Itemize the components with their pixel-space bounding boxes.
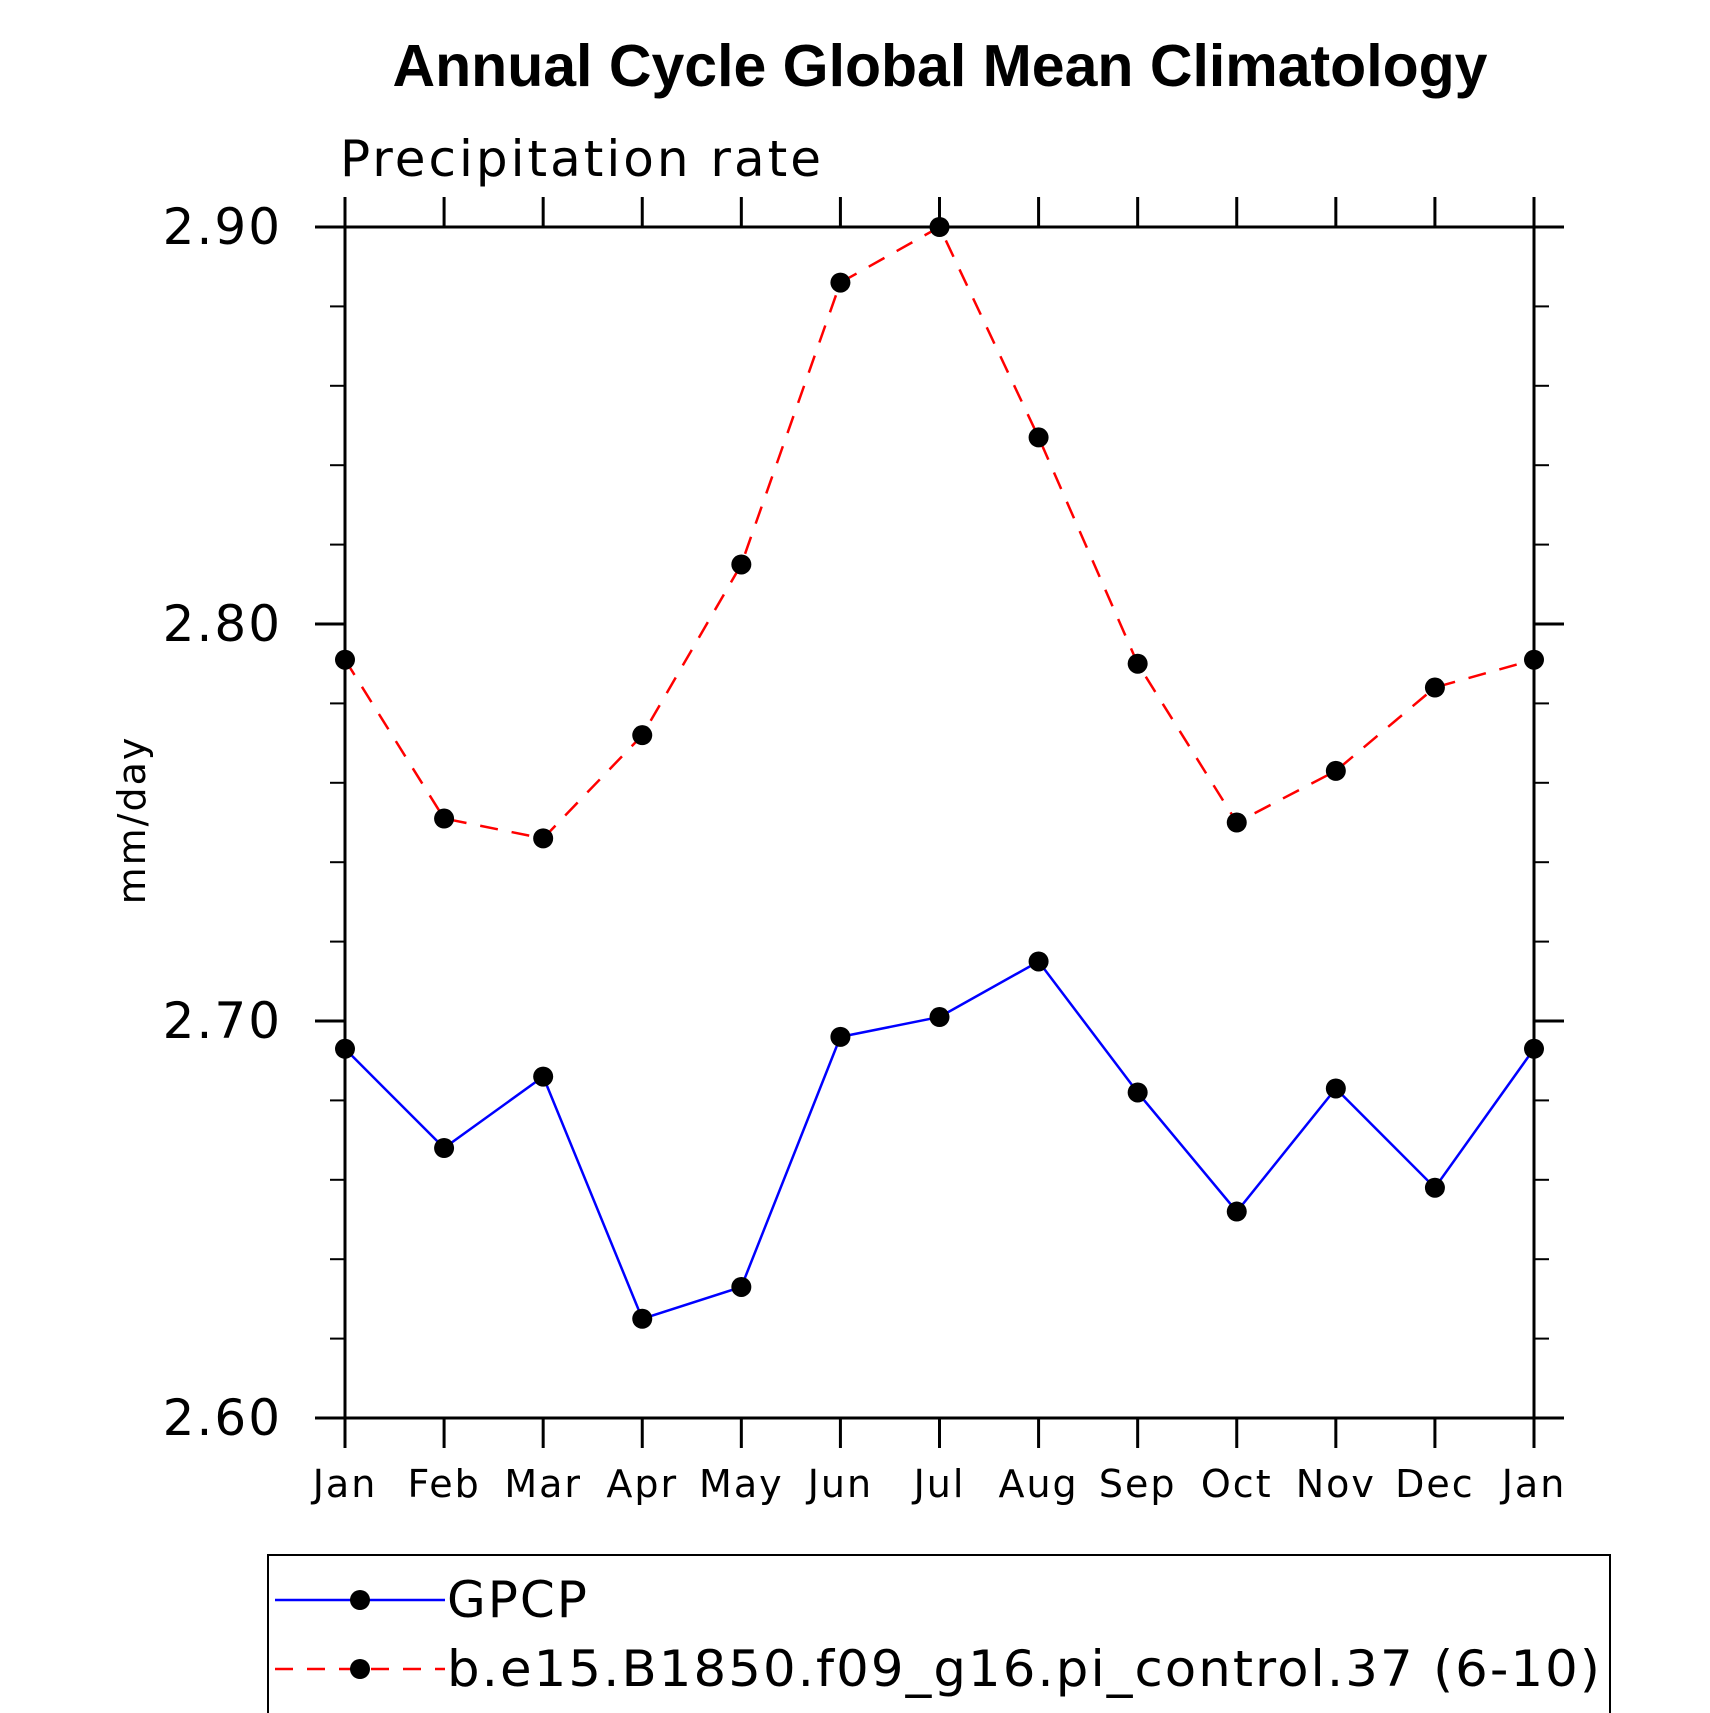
y-tick-label: 2.70 <box>163 992 282 1050</box>
x-tick-label: Feb <box>407 1462 480 1506</box>
series-0 <box>335 951 1544 1329</box>
data-point <box>1127 1082 1148 1103</box>
y-tick-label: 2.60 <box>163 1389 282 1447</box>
data-point <box>1028 951 1049 972</box>
data-point <box>533 1066 554 1087</box>
legend-frame <box>267 1554 1611 1713</box>
data-point <box>929 217 950 237</box>
x-tick-label: Jan <box>311 1462 378 1506</box>
data-point <box>1325 760 1346 781</box>
y-tick-label: 2.80 <box>163 595 282 653</box>
data-point <box>830 272 851 293</box>
data-point <box>434 1138 455 1159</box>
x-tick-label: Mar <box>504 1462 582 1506</box>
legend-label-model: b.e15.B1850.f09_g16.pi_control.37 (6-10) <box>447 1640 1602 1698</box>
x-tick-label: Dec <box>1395 1462 1475 1506</box>
y-tick-labels: 2.60 2.70 2.80 2.90 <box>163 198 282 1447</box>
data-point <box>830 1026 851 1047</box>
data-point <box>731 1276 752 1297</box>
legend: GPCP b.e15.B1850.f09_g16.pi_control.37 (… <box>267 1554 1611 1713</box>
legend-marker-gpcp <box>350 1590 370 1610</box>
data-point <box>1325 1078 1346 1099</box>
data-point <box>632 725 653 746</box>
data-point <box>1524 1038 1544 1059</box>
data-point <box>434 808 455 829</box>
y-tick-label: 2.90 <box>163 198 282 256</box>
data-point <box>1226 812 1247 833</box>
x-tick-label: Nov <box>1296 1462 1376 1506</box>
x-tick-labels: Jan Feb Mar Apr May Jun Jul Aug Sep Oct Nov Dec Jan <box>311 1462 1567 1506</box>
x-tick-label: Jul <box>912 1462 966 1506</box>
legend-label-gpcp: GPCP <box>447 1571 589 1629</box>
x-tick-label: Sep <box>1099 1462 1177 1506</box>
data-point <box>1424 1177 1445 1198</box>
x-tick-label: Jun <box>806 1462 873 1506</box>
x-tick-label: May <box>699 1462 784 1506</box>
y-axis-label: mm/day <box>110 736 154 905</box>
data-point <box>533 828 554 849</box>
series-line <box>343 225 1535 840</box>
series-group <box>335 217 1544 1329</box>
x-tick-label: Oct <box>1201 1462 1273 1506</box>
x-tick-label: Apr <box>606 1462 678 1506</box>
axis-ticks <box>315 197 1564 1448</box>
data-point <box>1127 653 1148 674</box>
chart-subtitle: Precipitation rate <box>340 130 824 188</box>
data-point <box>929 1007 950 1028</box>
data-point <box>1424 677 1445 698</box>
data-point <box>1524 649 1544 670</box>
chart-title: Annual Cycle Global Mean Climatology <box>393 33 1488 99</box>
data-point <box>335 1038 355 1059</box>
data-point <box>1028 427 1049 448</box>
x-tick-label: Jan <box>1500 1462 1567 1506</box>
data-point <box>731 554 752 575</box>
legend-marker-model <box>350 1659 370 1679</box>
series-1 <box>335 217 1544 849</box>
data-point <box>632 1308 653 1329</box>
plot-frame <box>343 225 1536 1420</box>
x-tick-label: Aug <box>998 1462 1078 1506</box>
data-point <box>335 649 355 670</box>
data-point <box>1226 1201 1247 1222</box>
